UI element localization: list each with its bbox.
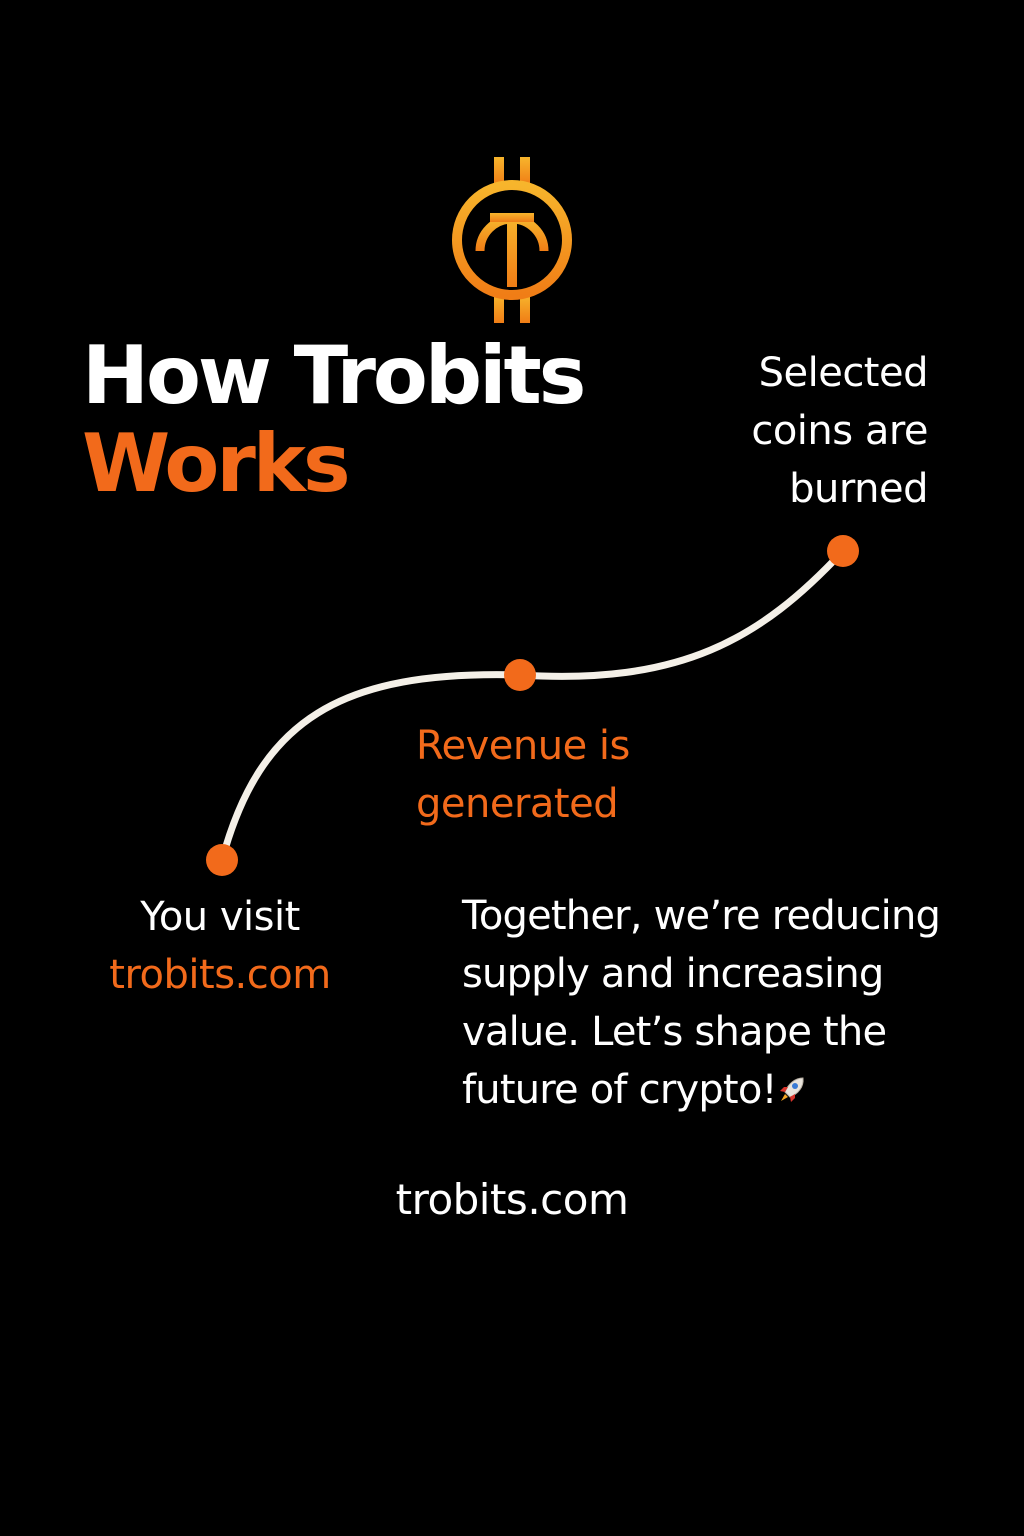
step-burn-line: burned: [789, 466, 928, 512]
trobits-coin-logo-icon: [452, 157, 572, 323]
page-title: How Trobits Works: [82, 329, 586, 510]
step-revenue-line: generated: [416, 781, 619, 827]
step-burn-label: Selected coins are burned: [751, 344, 928, 518]
rocket-icon: [779, 1077, 804, 1102]
step-burn-line: coins are: [751, 408, 928, 454]
step-visit-link[interactable]: trobits.com: [109, 952, 331, 998]
step-marker-revenue: [504, 659, 536, 691]
step-revenue-line: Revenue is: [416, 723, 630, 769]
step-marker-visit: [206, 844, 238, 876]
step-marker-burn: [827, 535, 859, 567]
closing-message-text: Together, we’re reducing supply and incr…: [462, 893, 941, 1113]
closing-message: Together, we’re reducing supply and incr…: [462, 887, 982, 1119]
title-line-2: Works: [82, 417, 351, 510]
step-revenue-label: Revenue is generated: [416, 717, 630, 833]
footer-url[interactable]: trobits.com: [395, 1175, 629, 1224]
title-line-1: How Trobits: [82, 329, 586, 422]
step-burn-line: Selected: [758, 350, 929, 396]
step-visit-label: You visit trobits.com: [90, 888, 350, 1004]
step-visit-line: You visit: [140, 894, 300, 940]
